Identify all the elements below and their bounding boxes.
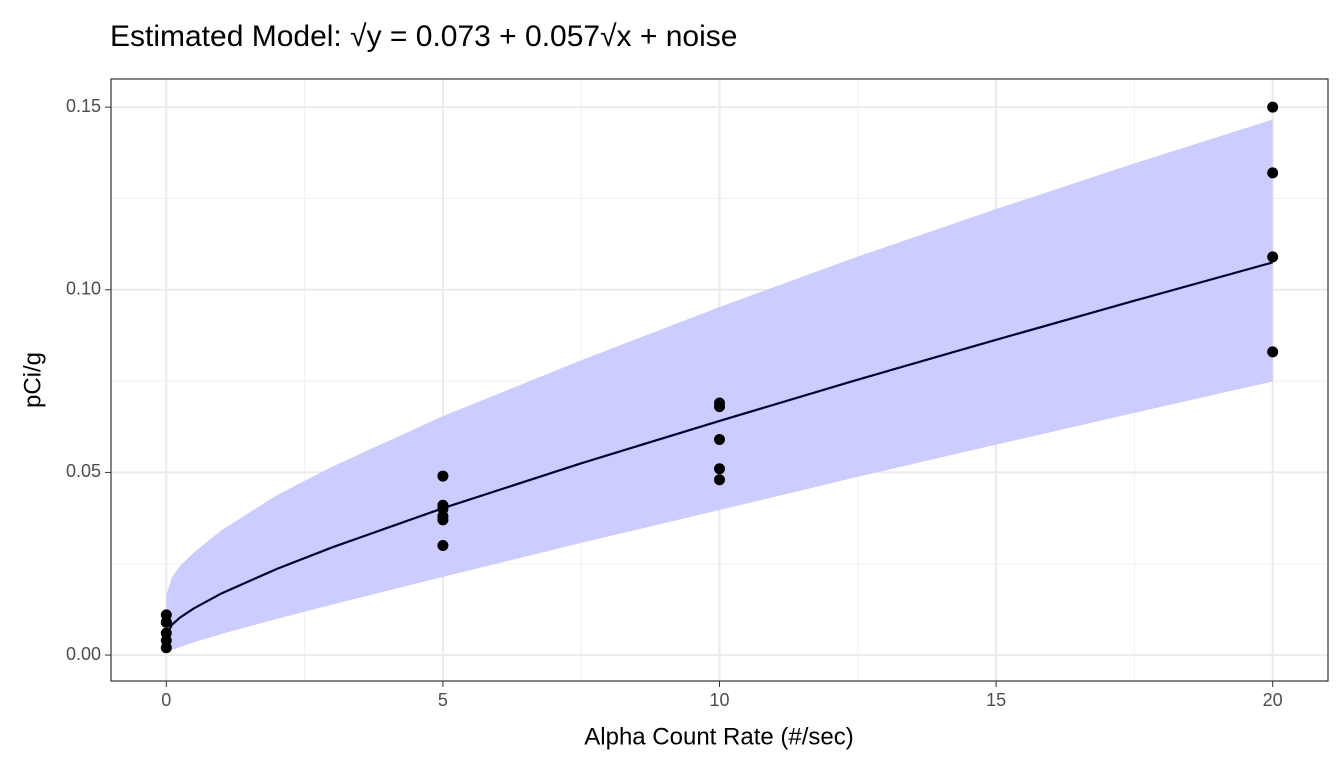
- y-axis-label: pCi/g: [19, 352, 46, 408]
- point: [437, 470, 449, 482]
- x-tick-label: 20: [1263, 690, 1283, 710]
- fit-line: [165, 261, 1273, 637]
- x-tick-label: 15: [986, 690, 1006, 710]
- point: [714, 474, 725, 486]
- point: [714, 463, 725, 475]
- point: [714, 401, 725, 413]
- point: [1267, 346, 1279, 358]
- x-tick-label: 10: [709, 690, 729, 710]
- x-tick-label: 0: [161, 690, 171, 710]
- point: [1267, 251, 1279, 263]
- y-tick-label: 0.00: [66, 644, 101, 664]
- point: [437, 539, 449, 551]
- point: [160, 642, 172, 654]
- y-tick-label: 0.05: [66, 461, 101, 481]
- point: [437, 514, 449, 526]
- y-tick-label: 0.15: [66, 96, 101, 116]
- point: [160, 616, 172, 628]
- chart-title: Estimated Model: √y = 0.073 + 0.057√x + …: [110, 20, 737, 53]
- y-tick-label: 0.10: [66, 279, 101, 299]
- point: [1267, 167, 1279, 179]
- plot-border: [110, 78, 1329, 682]
- point: [1267, 101, 1279, 113]
- point: [714, 434, 725, 446]
- x-axis-label: Alpha Count Rate (#/sec): [584, 723, 853, 750]
- x-tick-label: 5: [438, 690, 448, 710]
